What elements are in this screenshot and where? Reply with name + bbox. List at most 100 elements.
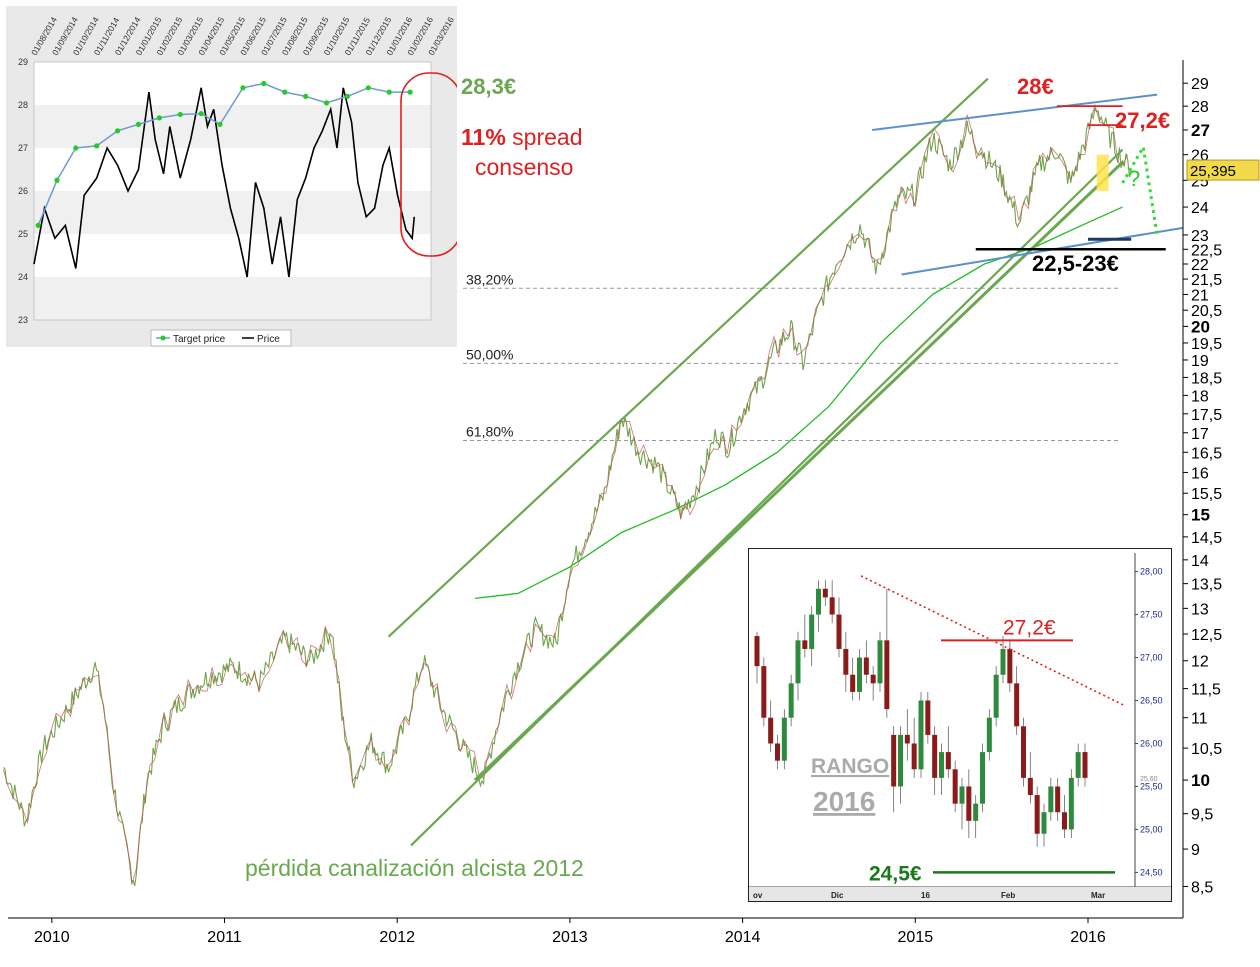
annotation-28-3-euro: 28,3€ [461, 74, 517, 99]
tp-y-label-5: 28 [18, 100, 28, 110]
tp-target-point-1 [54, 177, 60, 183]
x-tick-label-1: 2011 [207, 929, 242, 946]
y-tick-label-8: 22 [1191, 257, 1209, 274]
r16-candle-body-27 [939, 752, 944, 778]
y-tick-label-22: 15 [1191, 506, 1210, 525]
r16-candle-body-26 [932, 734, 938, 778]
y-tick-label-7: 22,5 [1191, 242, 1222, 259]
tp-target-point-7 [177, 111, 183, 118]
r16-candle-body-20 [891, 734, 897, 787]
y-tick-label-28: 12 [1191, 654, 1209, 671]
tp-y-label-0: 23 [18, 315, 28, 325]
y-tick-label-2: 27 [1191, 121, 1210, 140]
y-tick-label-11: 20,5 [1191, 303, 1222, 320]
r16-candle-body-36 [1000, 648, 1006, 675]
level-lines-layer [975, 105, 1166, 251]
y-tick-label-30: 11 [1191, 711, 1208, 728]
tp-target-point-18 [407, 89, 413, 95]
r16-y-label-4: 26,00 [1140, 738, 1163, 748]
r16-trend-line [860, 575, 1124, 706]
x-tick-label-2: 2012 [379, 929, 415, 946]
tp-target-point-9 [217, 121, 223, 127]
tp-target-point-17 [386, 89, 392, 95]
r16-candle-body-30 [959, 786, 965, 804]
annotation-22-5-23-euro: 22,5-23€ [1032, 251, 1119, 276]
r16-candle-body-45 [1062, 812, 1067, 830]
r16-candle-body-21 [898, 734, 903, 787]
tp-legend-price-label: Price [257, 334, 280, 345]
highlight-box [1096, 154, 1109, 191]
x-tick-label-6: 2016 [1070, 929, 1106, 946]
tp-target-point-15 [344, 93, 351, 99]
tp-target-point-6 [156, 115, 162, 121]
plot-frame [33, 61, 432, 321]
tp-target-point-4 [114, 128, 121, 134]
r16-candle-body-31 [966, 786, 972, 821]
y-tick-label-9: 21,5 [1191, 272, 1222, 289]
tp-target-point-3 [94, 143, 100, 149]
tp-target-point-13 [303, 93, 309, 99]
r16-candle-body-9 [816, 588, 821, 615]
band-23 [34, 277, 431, 320]
r16-candle-body-23 [911, 743, 917, 770]
x-tick-label-5: 2015 [898, 929, 934, 946]
r16-x-label-0: ov [753, 891, 763, 900]
r16-x-label-1: Dic [831, 891, 844, 900]
r16-candle-body-24 [918, 700, 924, 770]
tp-target-point-8 [198, 111, 204, 117]
annotation-11-percent-value: 11% [461, 124, 506, 150]
tp-legend-target-label: Target price [173, 334, 226, 345]
y-tick-label-19: 16,5 [1191, 445, 1222, 462]
y-tick-label-35: 8,5 [1191, 879, 1213, 896]
r16-y-label-1: 27,50 [1140, 610, 1163, 620]
r16-candle-body-38 [1014, 683, 1020, 727]
r16-last-value: 25,60 [1140, 776, 1158, 783]
last-price-label: 25,395 [1190, 163, 1236, 180]
band-27 [34, 105, 431, 148]
annotation-consenso: consenso [475, 154, 574, 180]
y-tick-label-32: 10 [1191, 771, 1210, 790]
tp-y-label-4: 27 [18, 143, 28, 153]
fibonacci-label-0: 38,20% [466, 271, 513, 287]
y-tick-label-31: 10,5 [1191, 741, 1222, 758]
y-tick-label-24: 14 [1191, 553, 1209, 570]
r16-candle-body-35 [993, 674, 999, 718]
r16-candle-body-41 [1034, 795, 1040, 834]
r16-candle-body-18 [877, 640, 883, 684]
range-2016-chart: 28,00 27,50 27,00 26,50 26,00 25,50 25,00 24,50… [749, 553, 1171, 901]
moving-average-layer [474, 206, 1123, 600]
tp-target-point-0 [35, 222, 41, 228]
r16-title-line2: 2016 [813, 786, 875, 817]
band-26 [34, 148, 431, 191]
price-series-layer [3, 103, 1132, 887]
y-axis: 2928272625242322,52221,52120,52019,51918… [1182, 60, 1260, 918]
r16-candle-body-13 [843, 648, 849, 675]
tp-y-label-1: 24 [18, 272, 28, 282]
r16-candle-body-34 [986, 717, 992, 753]
annotation-question-mark: ? [1128, 166, 1141, 191]
tp-price-line [33, 87, 416, 278]
r16-candle-body-17 [870, 674, 876, 684]
y-tick-label-26: 13 [1191, 601, 1209, 618]
y-tick-label-25: 13,5 [1191, 577, 1222, 594]
r16-candle-body-44 [1055, 786, 1061, 813]
y-tick-label-10: 21 [1191, 287, 1209, 304]
tp-target-point-2 [73, 145, 79, 151]
x-tick-label-4: 2014 [725, 929, 761, 946]
r16-support-label: 24,5€ [869, 862, 922, 885]
y-tick-label-13: 19,5 [1191, 336, 1222, 353]
r16-resistance-label: 27,2€ [1003, 616, 1056, 639]
last-price-box [1186, 159, 1260, 181]
tp-target-point-5 [135, 121, 142, 127]
projection-layer [1096, 142, 1159, 236]
r16-candle-body-6 [795, 640, 801, 684]
annotation-27-2-euro: 27,2€ [1115, 108, 1171, 133]
r16-candle-body-4 [781, 717, 787, 761]
range-line-1 [901, 226, 1184, 276]
r16-candle-body-10 [822, 588, 828, 598]
r16-candle-body-11 [829, 597, 835, 615]
r16-candle-body-15 [857, 657, 862, 692]
r16-x-axis-band [749, 887, 1171, 901]
y-tick-label-27: 12,5 [1191, 627, 1222, 644]
